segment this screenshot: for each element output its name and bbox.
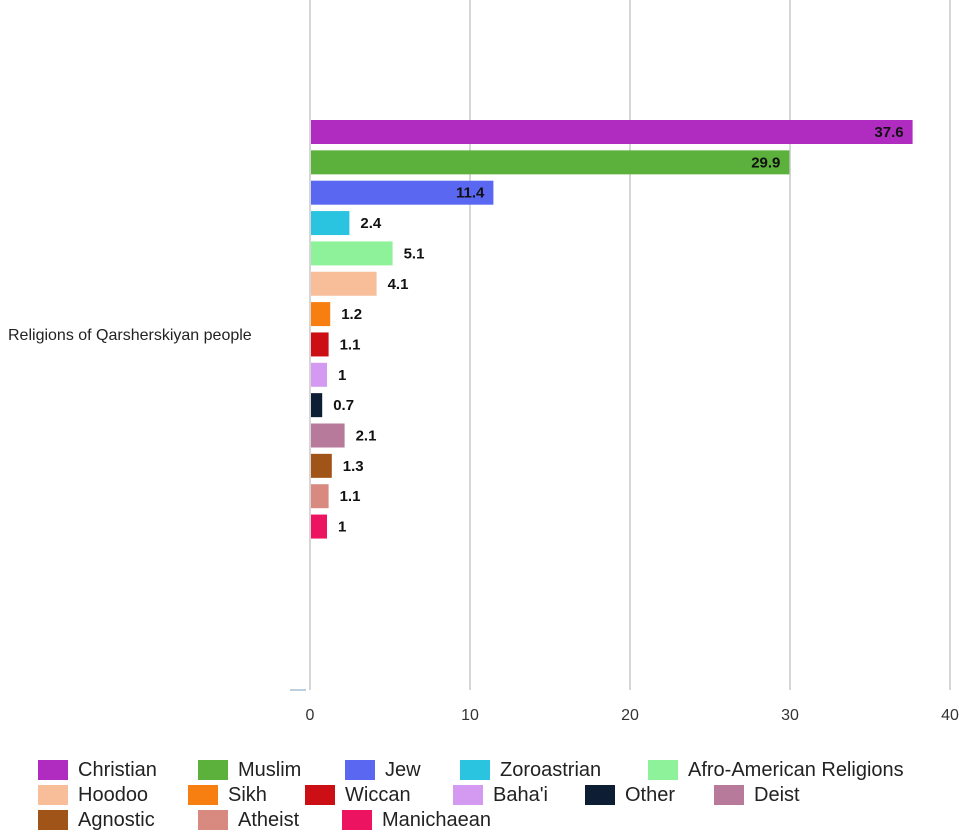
legend-swatch bbox=[342, 810, 372, 830]
legend-item-wiccan[interactable]: Wiccan bbox=[305, 783, 411, 807]
legend-label: Other bbox=[625, 783, 676, 806]
legend-swatch bbox=[460, 760, 490, 780]
legend-item-other[interactable]: Other bbox=[585, 783, 675, 807]
legend-label: Atheist bbox=[238, 808, 300, 831]
data-label-hoodoo: 4.1 bbox=[388, 276, 409, 293]
category-label: Religions of Qarsherskiyan people bbox=[8, 327, 252, 344]
data-label-jew: 11.4 bbox=[456, 185, 485, 202]
legend-item-deist[interactable]: Deist bbox=[714, 783, 800, 807]
data-label-atheist: 1.1 bbox=[340, 488, 361, 505]
bar-agnostic bbox=[311, 453, 332, 478]
legend-label: Wiccan bbox=[345, 783, 411, 806]
data-label-agnostic: 1.3 bbox=[343, 458, 364, 475]
legend-label: Zoroastrian bbox=[500, 758, 602, 781]
legend-swatch bbox=[648, 760, 678, 780]
legend-swatch bbox=[585, 785, 615, 805]
legend-label: Hoodoo bbox=[78, 783, 149, 806]
bar-christian bbox=[311, 120, 913, 144]
legend-row: Hoodoo Sikh Wiccan Baha'i Other Deist bbox=[38, 783, 953, 807]
bar-muslim bbox=[311, 150, 790, 175]
bar-jew bbox=[311, 180, 494, 205]
data-label-deist: 2.1 bbox=[356, 428, 377, 445]
legend-label: Muslim bbox=[238, 758, 302, 781]
legend-item-sikh[interactable]: Sikh bbox=[188, 783, 267, 807]
legend-swatch bbox=[198, 760, 228, 780]
legend-swatch bbox=[453, 785, 483, 805]
legend-swatch bbox=[345, 760, 375, 780]
legend-item-christian[interactable]: Christian bbox=[38, 758, 157, 782]
bar-sikh bbox=[311, 302, 331, 327]
bar-baha-i bbox=[311, 362, 327, 387]
bar-manichaean bbox=[311, 514, 327, 539]
legend-item-muslim[interactable]: Muslim bbox=[198, 758, 301, 782]
data-label-sikh: 1.2 bbox=[341, 306, 362, 323]
legend-swatch bbox=[38, 760, 68, 780]
legend-swatch bbox=[714, 785, 744, 805]
bar-hoodoo bbox=[311, 271, 377, 296]
bar-afro-american-religions bbox=[311, 241, 393, 266]
data-label-afro-american-religions: 5.1 bbox=[404, 245, 425, 262]
chart: 37.6 29.9 11.4 2.4 5.1 4.1 1.2 1.1 1 0.72.1 1.3 1.1… bbox=[8, 0, 959, 724]
legend-label: Jew bbox=[385, 758, 421, 781]
bar-atheist bbox=[311, 484, 329, 509]
data-label-zoroastrian: 2.4 bbox=[360, 215, 382, 232]
x-tick-label-10: 10 bbox=[461, 707, 479, 724]
legend-label: Agnostic bbox=[78, 808, 155, 831]
legend-label: Baha'i bbox=[493, 783, 548, 806]
legend-label: Sikh bbox=[228, 783, 267, 806]
data-labels: 37.6 29.9 11.4 2.4 5.1 4.1 1.2 1.1 1 0.72.1 1.3 1.1… bbox=[333, 124, 903, 536]
data-label-other: 0.7 bbox=[333, 397, 354, 414]
legend-row: Christian Muslim Jew Zoroastrian Afro-Americ… bbox=[38, 758, 953, 782]
legend-swatch bbox=[198, 810, 228, 830]
x-tick-label-0: 0 bbox=[306, 707, 315, 724]
bar-deist bbox=[311, 423, 345, 448]
legend-item-agnostic[interactable]: Agnostic bbox=[38, 808, 155, 832]
x-axis-ticks: 0 10 20 30 40 bbox=[306, 707, 959, 724]
bars bbox=[311, 120, 913, 539]
bar-other bbox=[311, 393, 323, 418]
legend-item-atheist[interactable]: Atheist bbox=[198, 808, 299, 832]
legend-row: Agnostic Atheist Manichaean bbox=[38, 808, 953, 832]
data-label-christian: 37.6 bbox=[874, 124, 903, 141]
data-label-manichaean: 1 bbox=[338, 519, 346, 536]
data-label-muslim: 29.9 bbox=[751, 154, 780, 171]
x-tick-label-30: 30 bbox=[781, 707, 799, 724]
legend-item-baha-i[interactable]: Baha'i bbox=[453, 783, 548, 807]
legend-swatch bbox=[38, 785, 68, 805]
legend-swatch bbox=[38, 810, 68, 830]
legend-item-zoroastrian[interactable]: Zoroastrian bbox=[460, 758, 601, 782]
bar-zoroastrian bbox=[311, 211, 350, 236]
data-label-baha-i: 1 bbox=[338, 367, 346, 384]
gridlines bbox=[290, 0, 951, 691]
x-tick-label-40: 40 bbox=[941, 707, 959, 724]
legend-item-manichaean[interactable]: Manichaean bbox=[342, 808, 491, 832]
bar-wiccan bbox=[311, 332, 329, 357]
legend-item-hoodoo[interactable]: Hoodoo bbox=[38, 783, 148, 807]
x-tick-label-20: 20 bbox=[621, 707, 639, 724]
data-label-wiccan: 1.1 bbox=[340, 336, 361, 353]
legend-swatch bbox=[188, 785, 218, 805]
legend-label: Manichaean bbox=[382, 808, 491, 831]
legend-item-jew[interactable]: Jew bbox=[345, 758, 421, 782]
legend-swatch bbox=[305, 785, 335, 805]
legend-label: Christian bbox=[78, 758, 157, 781]
legend-label: Deist bbox=[754, 783, 800, 806]
legend-label: Afro-American Religions bbox=[688, 758, 904, 781]
legend-item-afro-american-religions[interactable]: Afro-American Religions bbox=[648, 758, 904, 782]
